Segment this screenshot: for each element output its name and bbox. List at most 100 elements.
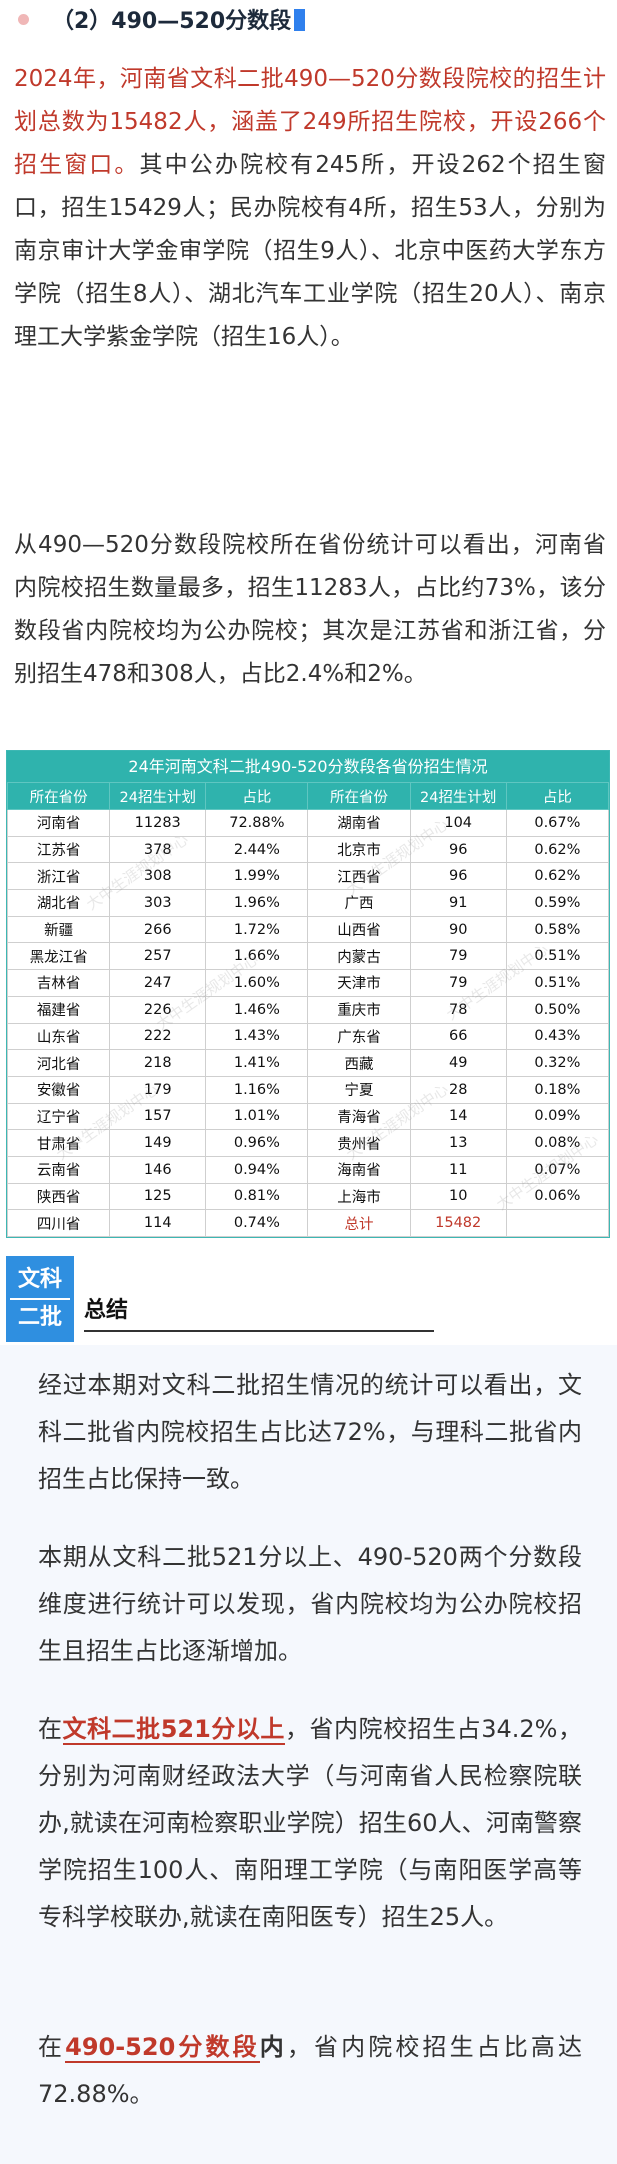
table-cell: 218 bbox=[109, 1049, 207, 1077]
header-plan-2: 24招生计划 bbox=[409, 782, 507, 810]
table-cell: 1.46% bbox=[205, 995, 309, 1024]
table-cell: 江西省 bbox=[307, 862, 411, 891]
table-cell: 0.62% bbox=[505, 835, 610, 864]
table-cell: 江苏省 bbox=[6, 835, 111, 864]
table-cell: 157 bbox=[109, 1102, 207, 1131]
province-paragraph: 从490—520分数段院校所在省份统计可以看出，河南省内院校招生数量最多，招生1… bbox=[14, 532, 606, 687]
p4-emphasis: 490-520分数段 bbox=[65, 2033, 260, 2063]
table-row: 安徽省 179 1.16% 宁夏 28 0.18% bbox=[6, 1075, 610, 1104]
table-row: 山东省 222 1.43% 广东省 66 0.43% bbox=[6, 1022, 610, 1051]
table-cell: 青海省 bbox=[307, 1102, 411, 1131]
table-row: 陕西省 125 0.81% 上海市 10 0.06% bbox=[6, 1182, 610, 1211]
table-row: 浙江省 308 1.99% 江西省 96 0.62% bbox=[6, 862, 610, 891]
table-cell: 山东省 bbox=[6, 1022, 111, 1051]
table-cell: 0.06% bbox=[505, 1182, 610, 1211]
table-row: 新疆 266 1.72% 山西省 90 0.58% bbox=[6, 915, 610, 944]
header-province: 所在省份 bbox=[6, 782, 111, 810]
table-cell: 西藏 bbox=[307, 1049, 411, 1077]
table-cell: 辽宁省 bbox=[6, 1102, 111, 1131]
table-cell: 1.96% bbox=[205, 889, 309, 917]
p3-emphasis: 文科二批521分以上 bbox=[62, 1715, 285, 1745]
table-cell: 0.94% bbox=[205, 1155, 309, 1184]
table-cell bbox=[505, 1209, 610, 1237]
table-cell: 0.81% bbox=[205, 1182, 309, 1211]
table-cell: 146 bbox=[109, 1155, 207, 1184]
table-cell: 山西省 bbox=[307, 915, 411, 944]
table-cell: 2.44% bbox=[205, 835, 309, 864]
table-cell: 378 bbox=[109, 835, 207, 864]
badge-line-2: 二批 bbox=[10, 1298, 70, 1336]
table-cell: 宁夏 bbox=[307, 1075, 411, 1104]
table-cell: 1.16% bbox=[205, 1075, 309, 1104]
table-cell: 96 bbox=[409, 835, 507, 864]
summary-title: 总结 bbox=[84, 1298, 129, 1323]
table-cell: 0.59% bbox=[505, 889, 610, 917]
table-cell: 0.07% bbox=[505, 1155, 610, 1184]
table-cell: 79 bbox=[409, 942, 507, 971]
table-cell: 上海市 bbox=[307, 1182, 411, 1211]
p3-prefix: 在 bbox=[38, 1715, 63, 1743]
table-cell: 149 bbox=[109, 1129, 207, 1157]
table-cell: 吉林省 bbox=[6, 969, 111, 997]
table-cell: 福建省 bbox=[6, 995, 111, 1024]
table-cell: 河南省 bbox=[6, 809, 111, 837]
table-cell: 0.58% bbox=[505, 915, 610, 944]
summary-paragraph-3: 在文科二批521分以上，省内院校招生占34.2%，分别为河南财经政法大学（与河南… bbox=[38, 1706, 582, 1941]
badge-line-1: 文科 bbox=[17, 1267, 62, 1292]
summary-panel bbox=[0, 1345, 617, 2164]
table-cell: 96 bbox=[409, 862, 507, 891]
table-cell: 257 bbox=[109, 942, 207, 971]
table-cell: 0.32% bbox=[505, 1049, 610, 1077]
table-cell: 天津市 bbox=[307, 969, 411, 997]
table-cell: 总计 bbox=[307, 1209, 411, 1237]
table-cell: 1.66% bbox=[205, 942, 309, 971]
p4-middle: 内 bbox=[259, 2033, 287, 2061]
table-cell: 0.09% bbox=[505, 1102, 610, 1131]
table-cell: 北京市 bbox=[307, 835, 411, 864]
table-cell: 79 bbox=[409, 969, 507, 997]
table-cell: 湖北省 bbox=[6, 889, 111, 917]
table-cell: 广西 bbox=[307, 889, 411, 917]
summary-paragraph-2: 本期从文科二批521分以上、490-520两个分数段维度进行统计可以发现，省内院… bbox=[38, 1543, 582, 1665]
table-cell: 1.72% bbox=[205, 915, 309, 944]
table-row: 云南省 146 0.94% 海南省 11 0.07% bbox=[6, 1155, 610, 1184]
table-cell: 0.18% bbox=[505, 1075, 610, 1104]
summary-header: 文科 二批 总结 bbox=[0, 1248, 617, 1344]
table-cell: 78 bbox=[409, 995, 507, 1024]
table-cell: 0.51% bbox=[505, 942, 610, 971]
table-cell: 49 bbox=[409, 1049, 507, 1077]
table-row: 河北省 218 1.41% 西藏 49 0.32% bbox=[6, 1049, 610, 1077]
table-cell: 91 bbox=[409, 889, 507, 917]
table-cell: 266 bbox=[109, 915, 207, 944]
table-row: 四川省 114 0.74% 总计 15482 bbox=[6, 1209, 610, 1237]
table-cell: 10 bbox=[409, 1182, 507, 1211]
table-cell: 1.01% bbox=[205, 1102, 309, 1131]
table-row: 吉林省 247 1.60% 天津市 79 0.51% bbox=[6, 969, 610, 997]
table-cell: 0.08% bbox=[505, 1129, 610, 1157]
table-cell: 0.51% bbox=[505, 969, 610, 997]
table-cell: 11283 bbox=[109, 809, 207, 837]
table-cell: 247 bbox=[109, 969, 207, 997]
table-cell: 13 bbox=[409, 1129, 507, 1157]
table-row: 江苏省 378 2.44% 北京市 96 0.62% bbox=[6, 835, 610, 864]
table-cell: 308 bbox=[109, 862, 207, 891]
table-cell: 海南省 bbox=[307, 1155, 411, 1184]
header-province-2: 所在省份 bbox=[307, 782, 411, 810]
table-cell: 11 bbox=[409, 1155, 507, 1184]
header-ratio-2: 占比 bbox=[505, 782, 610, 810]
header-ratio: 占比 bbox=[205, 782, 309, 810]
summary-paragraph-1: 经过本期对文科二批招生情况的统计可以看出，文科二批省内院校招生占比达72%，与理… bbox=[38, 1371, 582, 1493]
intro-paragraph: 2024年，河南省文科二批490—520分数段院校的招生计划总数为15482人，… bbox=[14, 58, 606, 359]
table-cell: 0.74% bbox=[205, 1209, 309, 1237]
province-grid: 所在省份 24招生计划 占比 所在省份 24招生计划 占比 河南省 11283 72… bbox=[6, 782, 610, 1237]
table-cell: 黑龙江省 bbox=[6, 942, 111, 971]
table-row: 湖北省 303 1.96% 广西 91 0.59% bbox=[6, 889, 610, 917]
table-row: 河南省 11283 72.88% 湖南省 104 0.67% bbox=[6, 809, 610, 837]
section-title: （2）490—520分数段 bbox=[52, 4, 306, 40]
table-row: 福建省 226 1.46% 重庆市 78 0.50% bbox=[6, 995, 610, 1024]
table-cell: 安徽省 bbox=[6, 1075, 111, 1104]
table-cell: 179 bbox=[109, 1075, 207, 1104]
table-cell: 甘肃省 bbox=[6, 1129, 111, 1157]
table-row: 甘肃省 149 0.96% 贵州省 13 0.08% bbox=[6, 1129, 610, 1157]
table-row: 辽宁省 157 1.01% 青海省 14 0.09% bbox=[6, 1102, 610, 1131]
